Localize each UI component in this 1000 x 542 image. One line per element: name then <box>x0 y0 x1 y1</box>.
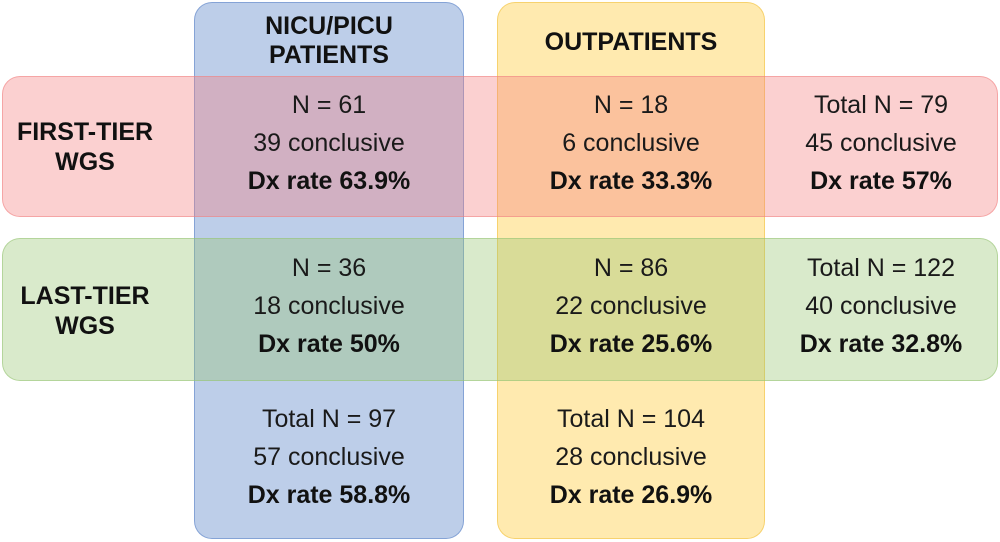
cell-n: N = 86 <box>593 254 669 282</box>
cell-dx-rate: Dx rate 33.3% <box>549 167 713 195</box>
cell-n: Total N = 122 <box>806 254 955 282</box>
cell-conclusive: 6 conclusive <box>562 129 700 157</box>
cell-dx-rate: Dx rate 57% <box>810 167 952 195</box>
last-tier-label-line2: WGS <box>55 312 115 340</box>
cell-conclusive: 40 conclusive <box>805 292 957 320</box>
outpatients-column-band <box>497 2 765 539</box>
cell-conclusive: 57 conclusive <box>253 443 405 471</box>
first-tier-wgs-label: FIRST-TIER WGS <box>0 117 170 177</box>
cell-conclusive: 39 conclusive <box>253 129 405 157</box>
nicu-picu-header-line2: PATIENTS <box>269 41 389 69</box>
first-tier-outpatients-cell: N = 18 6 conclusive Dx rate 33.3% <box>497 86 765 200</box>
last-tier-label-line1: LAST-TIER <box>20 282 150 310</box>
last-tier-row-band <box>2 238 998 381</box>
cell-dx-rate: Dx rate 26.9% <box>549 481 713 509</box>
first-tier-label-line1: FIRST-TIER <box>16 118 154 146</box>
cell-n: N = 61 <box>291 91 367 119</box>
last-tier-nicu-cell: N = 36 18 conclusive Dx rate 50% <box>194 249 464 363</box>
first-tier-row-band <box>2 76 998 217</box>
cell-dx-rate: Dx rate 63.9% <box>247 167 411 195</box>
nicu-picu-header: NICU/PICU PATIENTS <box>194 12 464 70</box>
cell-conclusive: 18 conclusive <box>253 292 405 320</box>
first-tier-label-line2: WGS <box>55 148 115 176</box>
last-tier-outpatients-cell: N = 86 22 conclusive Dx rate 25.6% <box>497 249 765 363</box>
last-tier-wgs-label: LAST-TIER WGS <box>0 281 170 341</box>
outpatients-total-cell: Total N = 104 28 conclusive Dx rate 26.9… <box>497 400 765 514</box>
cell-dx-rate: Dx rate 58.8% <box>247 481 411 509</box>
last-tier-total-cell: Total N = 122 40 conclusive Dx rate 32.8… <box>765 249 997 363</box>
cell-conclusive: 22 conclusive <box>555 292 707 320</box>
cell-dx-rate: Dx rate 25.6% <box>549 330 713 358</box>
cell-n: Total N = 104 <box>556 405 705 433</box>
cell-n: N = 18 <box>593 91 669 119</box>
cell-conclusive: 28 conclusive <box>555 443 707 471</box>
first-tier-nicu-cell: N = 61 39 conclusive Dx rate 63.9% <box>194 86 464 200</box>
first-tier-total-cell: Total N = 79 45 conclusive Dx rate 57% <box>765 86 997 200</box>
cell-n: Total N = 97 <box>261 405 397 433</box>
cell-dx-rate: Dx rate 32.8% <box>799 330 963 358</box>
cell-n: N = 36 <box>291 254 367 282</box>
cell-dx-rate: Dx rate 50% <box>258 330 400 358</box>
nicu-picu-column-band <box>194 2 464 539</box>
cell-conclusive: 45 conclusive <box>805 129 957 157</box>
nicu-picu-header-line1: NICU/PICU <box>265 12 393 40</box>
outpatients-header: OUTPATIENTS <box>544 28 718 56</box>
cell-n: Total N = 79 <box>813 91 949 119</box>
nicu-total-cell: Total N = 97 57 conclusive Dx rate 58.8% <box>194 400 464 514</box>
